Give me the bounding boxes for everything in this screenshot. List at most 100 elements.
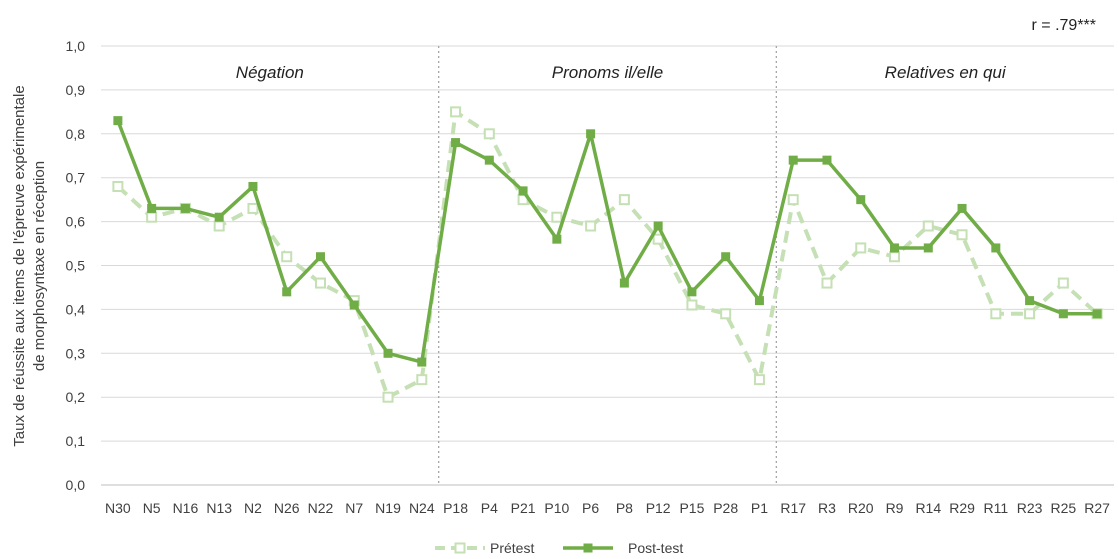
x-tick-labels: N30 N5 N16 N13 N2 N26 N22 N7 N19 N24 P18 P4 P21 P10 P6… [105,500,1110,516]
data-point [687,287,697,297]
x-tick-label: N13 [206,500,232,516]
data-point [1057,277,1069,289]
x-tick-label: P6 [582,500,599,516]
x-tick-label: P1 [751,500,768,516]
legend: Prétest Post-test [435,540,683,556]
x-tick-label: P12 [646,500,671,516]
x-tick-label: R20 [848,500,874,516]
x-tick-label: R23 [1017,500,1043,516]
series-line [116,109,1099,400]
y-tick-label: 0,4 [66,301,86,317]
y-tick-label: 0,3 [66,345,86,361]
x-tick-label: N22 [308,500,334,516]
data-point [890,243,900,253]
data-point [1024,308,1036,320]
x-tick-label: N5 [143,500,161,516]
y-tick-labels: 0,0 0,1 0,2 0,3 0,4 0,5 0,6 0,7 0,8 0,9 1,0 [66,38,86,493]
data-point [383,348,393,358]
section-label: Relatives en qui [885,63,1007,82]
x-tick-label: P8 [616,500,633,516]
x-tick-label: N24 [409,500,435,516]
x-tick-label: N2 [244,500,262,516]
data-point [585,220,597,232]
x-tick-label: P21 [511,500,536,516]
x-tick-label: N7 [345,500,363,516]
data-point [586,129,596,139]
data-point [754,296,764,306]
legend-label: Prétest [490,540,534,556]
series-post-test [113,116,1102,367]
data-point [551,211,563,223]
x-tick-label: N19 [375,500,401,516]
x-tick-label: P10 [544,500,569,516]
data-point [990,308,1002,320]
section-dividers [438,46,777,485]
x-tick-label: P15 [679,500,704,516]
x-tick-label: N16 [173,500,199,516]
data-point [180,203,190,213]
data-point [956,229,968,241]
legend-item: Post-test [563,540,683,556]
data-point [822,155,832,165]
data-point [349,300,359,310]
data-point [518,186,528,196]
data-point [552,234,562,244]
data-point [146,211,158,223]
legend-item: Prétest [435,540,534,556]
data-point [889,251,901,263]
data-point [416,374,428,386]
x-tick-label: N30 [105,500,131,516]
data-point [652,233,664,245]
data-point [922,220,934,232]
data-point [923,243,933,253]
x-tick-label: R3 [818,500,836,516]
series-line [116,120,1098,364]
data-point [618,194,630,206]
data-point [315,252,325,262]
x-tick-label: R9 [886,500,904,516]
data-point [957,203,967,213]
x-tick-label: N26 [274,500,300,516]
data-point [282,287,292,297]
data-point [720,308,732,320]
data-point [450,106,462,118]
data-point [653,221,663,231]
y-tick-label: 0,1 [66,433,86,449]
data-point [247,202,259,214]
data-point [855,242,867,254]
x-tick-label: R11 [983,500,1008,516]
y-tick-label: 0,5 [66,258,86,274]
section-label: Pronoms il/elle [552,63,664,82]
series-pr-test [112,106,1103,403]
data-point [721,252,731,262]
legend-swatch-marker [583,543,593,553]
data-point [417,357,427,367]
x-tick-label: P28 [713,500,738,516]
data-point [112,180,124,192]
data-point [856,195,866,205]
x-tick-label: P4 [481,500,498,516]
data-point [619,278,629,288]
y-tick-label: 0,0 [66,477,86,493]
x-tick-label: R27 [1084,500,1110,516]
data-point [753,374,765,386]
y-tick-label: 0,2 [66,389,86,405]
y-axis-title: Taux de réussite aux items de l'épreuve … [11,85,48,446]
y-axis-title-line-2: de morphosyntaxe en réception [31,161,48,371]
series-group [112,106,1103,403]
data-point [281,251,293,263]
data-point [1025,296,1035,306]
y-tick-label: 0,9 [66,82,86,98]
section-label: Négation [236,63,304,82]
data-point [1058,309,1068,319]
data-point [821,277,833,289]
data-point [483,128,495,140]
x-tick-label: R25 [1051,500,1077,516]
data-point [686,299,698,311]
data-point [147,203,157,213]
data-point [451,138,461,148]
y-tick-label: 0,7 [66,170,86,186]
section-labels: Négation Pronoms il/elle Relatives en qui [236,63,1007,82]
data-point [787,194,799,206]
